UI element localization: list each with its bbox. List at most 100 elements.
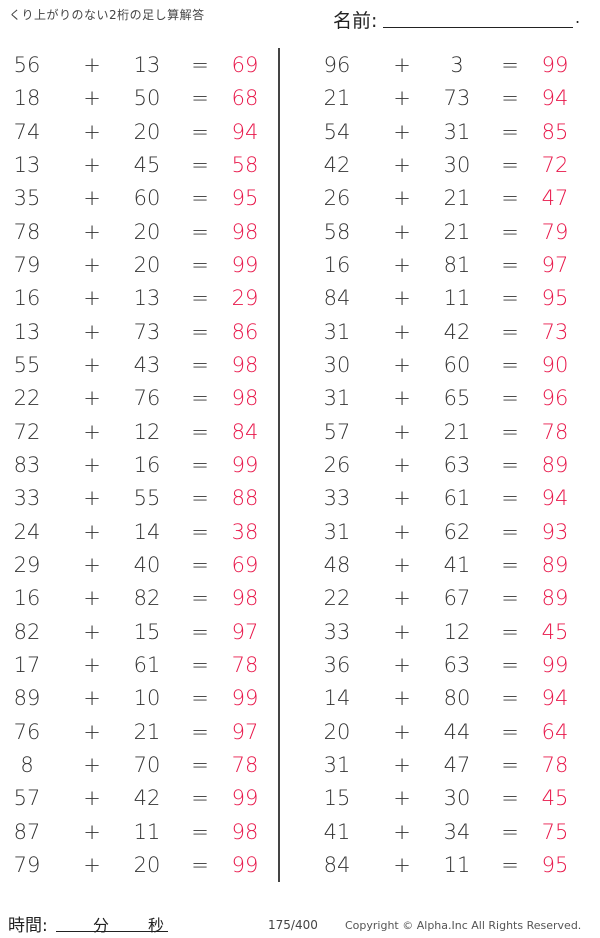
- equals-sign: =: [191, 752, 209, 777]
- plus-sign: +: [83, 352, 101, 377]
- plus-sign: +: [393, 53, 411, 77]
- plus-sign: +: [393, 286, 411, 311]
- equals-sign: =: [191, 586, 209, 611]
- addend-a: 29: [13, 552, 41, 577]
- addend-a: 24: [13, 519, 41, 544]
- equals-sign: =: [191, 152, 209, 177]
- addend-a: 33: [323, 619, 351, 644]
- equals-sign: =: [191, 386, 209, 411]
- addend-a: 79: [13, 852, 41, 877]
- plus-sign: +: [393, 219, 411, 244]
- problem-row: 13 +45 = 58: [12, 150, 292, 180]
- problem-row: 79 +20 = 99: [12, 250, 292, 280]
- addend-b: 13: [133, 286, 161, 311]
- answer: 88: [231, 486, 259, 511]
- plus-sign: +: [393, 552, 411, 577]
- answer: 69: [231, 552, 259, 577]
- addend-b: 30: [443, 786, 471, 811]
- addend-a: 35: [13, 186, 41, 211]
- addend-a: 14: [323, 686, 351, 711]
- addend-b: 44: [443, 719, 471, 744]
- addend-b: 63: [443, 452, 471, 477]
- problem-row: 35 +60 = 95: [12, 183, 292, 213]
- problem-row: 83 +16 = 99: [12, 450, 292, 480]
- problem-row: 33 +12 = 45: [322, 617, 600, 647]
- problem-row: 15 +30 = 45: [322, 783, 600, 813]
- addend-b: 47: [443, 752, 471, 777]
- addend-b: 61: [133, 652, 161, 677]
- problem-row: 57 +21 = 78: [322, 417, 600, 447]
- addend-b: 45: [133, 152, 161, 177]
- equals-sign: =: [501, 786, 519, 811]
- addend-a: 54: [323, 119, 351, 144]
- problem-row: 16 +81 = 97: [322, 250, 600, 280]
- plus-sign: +: [83, 619, 101, 644]
- equals-sign: =: [191, 53, 209, 77]
- equals-sign: =: [501, 752, 519, 777]
- plus-sign: +: [83, 852, 101, 877]
- answer: 73: [541, 319, 569, 344]
- addend-a: 16: [323, 252, 351, 277]
- addend-a: 72: [13, 419, 41, 444]
- addend-b: 55: [133, 486, 161, 511]
- addend-b: 34: [443, 819, 471, 844]
- plus-sign: +: [83, 752, 101, 777]
- problem-row: 36 +63 = 99: [322, 650, 600, 680]
- addend-b: 30: [443, 152, 471, 177]
- equals-sign: =: [501, 686, 519, 711]
- answer: 98: [231, 386, 259, 411]
- answer: 89: [541, 452, 569, 477]
- plus-sign: +: [393, 419, 411, 444]
- equals-sign: =: [501, 219, 519, 244]
- addend-a: 84: [323, 286, 351, 311]
- equals-sign: =: [501, 86, 519, 111]
- addend-b: 82: [133, 586, 161, 611]
- problem-row: 56 +13 = 69: [12, 50, 292, 80]
- addend-b: 11: [443, 286, 471, 311]
- problem-row: 82 +15 = 97: [12, 617, 292, 647]
- answer: 98: [231, 352, 259, 377]
- equals-sign: =: [501, 619, 519, 644]
- page-number: 175/400: [268, 918, 318, 932]
- equals-sign: =: [501, 719, 519, 744]
- addend-b: 60: [443, 352, 471, 377]
- addend-b: 60: [133, 186, 161, 211]
- problem-row: 8 +70 = 78: [12, 750, 292, 780]
- problem-row: 29 +40 = 69: [12, 550, 292, 580]
- addend-a: 33: [323, 486, 351, 511]
- problem-row: 87 +11 = 98: [12, 817, 292, 847]
- addend-b: 20: [133, 852, 161, 877]
- addend-a: 13: [13, 152, 41, 177]
- addend-a: 84: [323, 852, 351, 877]
- answer: 45: [541, 619, 569, 644]
- plus-sign: +: [83, 686, 101, 711]
- addend-b: 80: [443, 686, 471, 711]
- addend-b: 21: [443, 419, 471, 444]
- problem-row: 72 +12 = 84: [12, 417, 292, 447]
- equals-sign: =: [191, 786, 209, 811]
- problem-row: 24 +14 = 38: [12, 517, 292, 547]
- addend-a: 18: [13, 86, 41, 111]
- equals-sign: =: [501, 286, 519, 311]
- problem-row: 55 +43 = 98: [12, 350, 292, 380]
- addend-a: 48: [323, 552, 351, 577]
- addend-b: 11: [443, 852, 471, 877]
- addend-b: 67: [443, 586, 471, 611]
- addend-a: 57: [13, 786, 41, 811]
- addend-a: 21: [323, 86, 351, 111]
- answer: 98: [231, 219, 259, 244]
- answer: 78: [541, 752, 569, 777]
- plus-sign: +: [83, 519, 101, 544]
- answer: 85: [541, 119, 569, 144]
- name-label: 名前:: [333, 10, 378, 32]
- answer: 38: [231, 519, 259, 544]
- plus-sign: +: [393, 519, 411, 544]
- addend-b: 21: [133, 719, 161, 744]
- answer: 89: [541, 586, 569, 611]
- addend-a: 42: [323, 152, 351, 177]
- answer: 97: [231, 619, 259, 644]
- addend-a: 58: [323, 219, 351, 244]
- problem-row: 31 +42 = 73: [322, 317, 600, 347]
- plus-sign: +: [393, 119, 411, 144]
- problem-row: 13 +73 = 86: [12, 317, 292, 347]
